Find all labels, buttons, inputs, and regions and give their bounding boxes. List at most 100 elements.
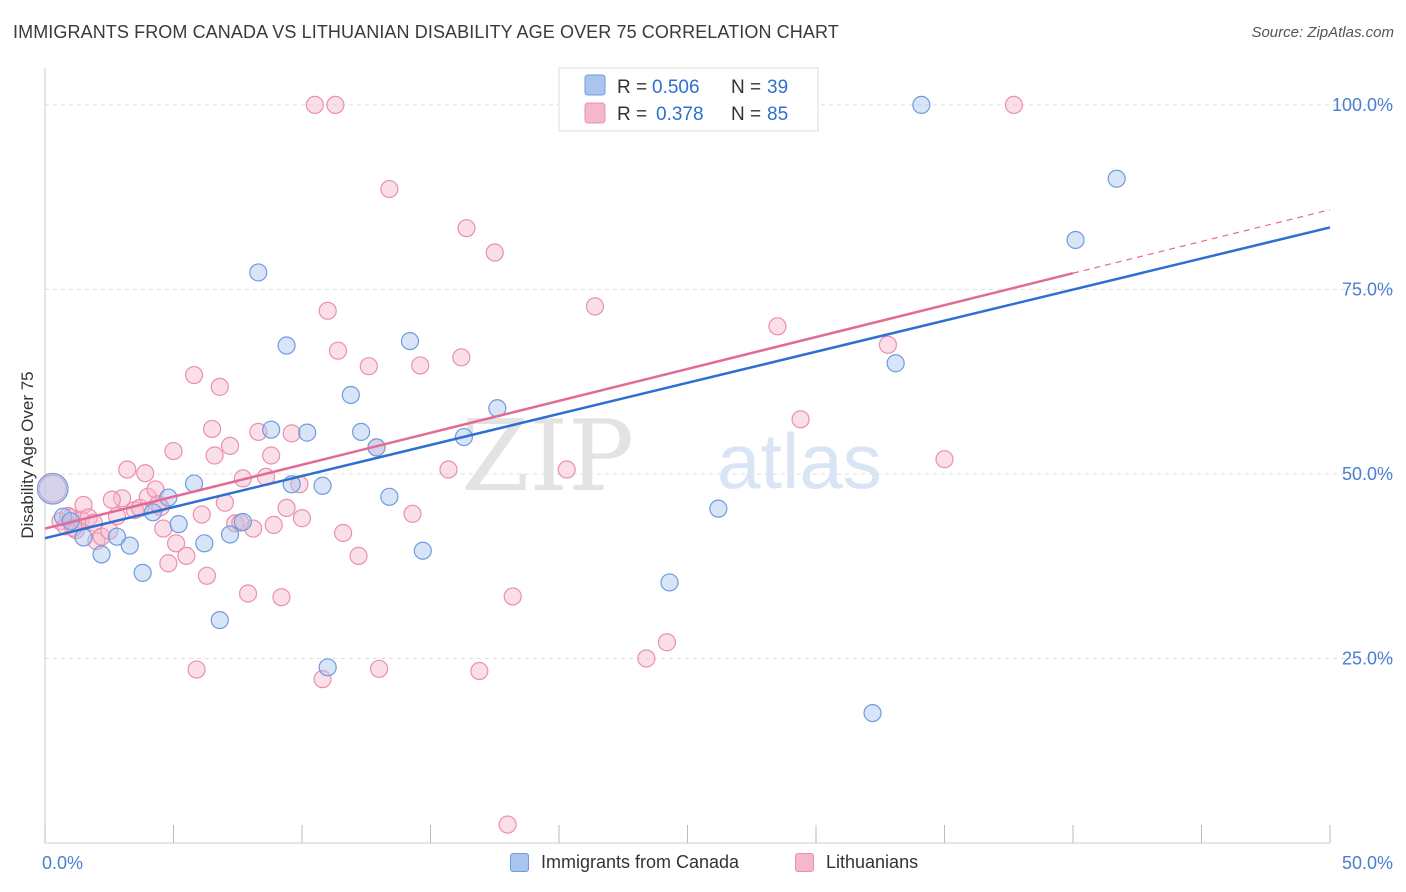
lithuanians-point <box>313 670 332 689</box>
grid-layer <box>45 104 1395 659</box>
canada-point <box>318 658 337 677</box>
lithuanians-point <box>485 243 504 262</box>
lithuanians-point <box>220 436 240 456</box>
canada-point <box>233 512 252 532</box>
canada-point <box>400 331 420 351</box>
lithuanians-point <box>38 474 67 503</box>
canada-point <box>92 545 111 564</box>
x-tick-labels: 0.0% 50.0% <box>42 853 1393 873</box>
legend-swatch-lithuanians-bottom <box>795 853 814 872</box>
lithuanians-point <box>238 584 258 603</box>
y-tick-label: 100.0% <box>1332 95 1393 115</box>
lithuanians-point <box>154 519 173 538</box>
lithuanians-point <box>166 534 186 553</box>
canada-point <box>660 573 679 592</box>
x-tick-label: 0.0% <box>42 853 83 873</box>
bottom-legend: Immigrants from Canada Lithuanians <box>0 852 1406 878</box>
chart-title: IMMIGRANTS FROM CANADA VS LITHUANIAN DIS… <box>13 22 839 42</box>
legend-swatch-lithuanians <box>584 102 606 124</box>
lithuanians-point <box>226 514 245 533</box>
canada-point <box>709 499 728 518</box>
canada-point <box>341 385 360 405</box>
lithuanians-point <box>768 317 787 336</box>
lithuanians-point <box>305 95 324 115</box>
lithuanians-point <box>136 464 155 483</box>
source-label: Source: ZipAtlas.com <box>1251 24 1394 41</box>
legend-r-value-lithuanians: 0.378 <box>656 104 704 125</box>
y-tick-label: 25.0% <box>1342 648 1393 668</box>
lithuanians-point <box>328 341 348 360</box>
legend-box: R = 0.506 N = 39 R = 0.378 N = 85 <box>558 67 819 132</box>
lithuanians-point <box>878 335 898 354</box>
lithuanians-point <box>102 490 121 509</box>
canada-point <box>413 541 432 560</box>
legend-n-value-lithuanians: 85 <box>767 104 788 125</box>
lithuanians-point <box>164 441 183 461</box>
canada-point <box>277 336 296 355</box>
lithuanians-point <box>439 460 458 479</box>
lithuanians-point <box>146 480 165 499</box>
lithuanians-point <box>585 297 605 316</box>
lithuanians-point <box>457 219 476 238</box>
lithuanians-points <box>38 95 1023 834</box>
lithuanians-point <box>411 356 430 375</box>
lithuanians-point <box>184 365 204 385</box>
canada-point <box>107 527 127 546</box>
lithuanians-point <box>318 301 337 320</box>
lithuanians-point <box>657 633 677 652</box>
lithuanians-point <box>791 410 810 429</box>
watermark-atlas: atlas <box>717 417 882 505</box>
legend-item-canada: Immigrants from Canada <box>510 852 739 873</box>
lithuanians-point <box>210 377 229 396</box>
lithuanians-point <box>380 179 399 199</box>
y-tick-label: 75.0% <box>1342 279 1393 299</box>
lithuanians-point <box>349 546 368 565</box>
lithuanians-point <box>202 419 222 439</box>
y-axis-label: Disability Age Over 75 <box>18 371 37 539</box>
lithuanians-point <box>557 460 576 479</box>
lithuanians-point <box>262 446 281 465</box>
lithuanians-point <box>187 660 206 679</box>
canada-point <box>262 420 281 439</box>
canada-point <box>863 703 882 723</box>
canada-point <box>313 476 332 495</box>
canada-point <box>195 534 214 553</box>
y-tick-labels: 25.0% 50.0% 75.0% 100.0% <box>1332 95 1393 669</box>
legend-r-value-canada: 0.506 <box>652 77 700 98</box>
canada-point <box>380 487 399 506</box>
canada-point <box>210 610 229 630</box>
lithuanians-trend-extension <box>1072 209 1331 274</box>
lithuanians-point <box>118 460 137 479</box>
lithuanians-point <box>192 505 211 524</box>
canada-point <box>120 536 139 555</box>
canada-point <box>1066 230 1085 250</box>
canada-point <box>352 422 371 441</box>
lithuanians-point <box>452 348 471 367</box>
lithuanians-point <box>264 515 283 534</box>
lithuanians-point <box>1004 95 1023 115</box>
legend-r-label-canada: R = <box>617 77 647 98</box>
canada-point <box>36 472 69 505</box>
legend-label-lithuanians: Lithuanians <box>826 852 919 872</box>
x-tick-label: 50.0% <box>1342 853 1393 873</box>
legend-n-value-canada: 39 <box>767 77 788 98</box>
lithuanians-point <box>177 546 196 565</box>
lithuanians-point <box>277 498 296 518</box>
lithuanians-point <box>334 523 353 543</box>
lithuanians-point <box>935 450 954 469</box>
lithuanians-point <box>503 587 522 606</box>
canada-trend-line <box>44 226 1331 540</box>
lithuanians-trend-line <box>44 271 1074 530</box>
watermark: ZIP atlas <box>461 400 882 514</box>
lithuanians-point <box>470 661 489 681</box>
lithuanians-point <box>326 95 345 115</box>
lithuanians-point <box>498 815 517 834</box>
canada-point <box>912 95 931 115</box>
canada-point <box>886 354 905 373</box>
legend-r-label-lithuanians: R = <box>617 104 647 125</box>
axis-layer <box>44 68 1331 844</box>
legend-label-canada: Immigrants from Canada <box>541 852 740 872</box>
lithuanians-point <box>159 554 178 573</box>
lithuanians-point <box>359 357 378 376</box>
